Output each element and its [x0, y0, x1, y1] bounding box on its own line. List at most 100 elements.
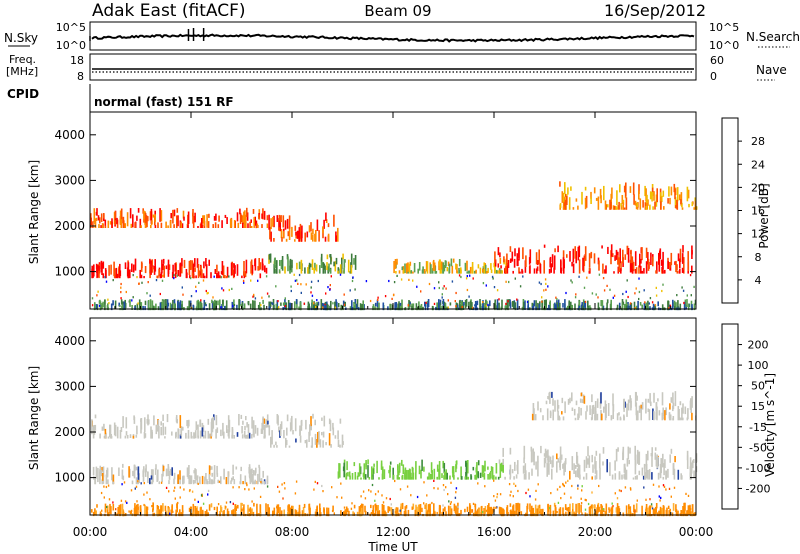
noise-cell	[510, 490, 512, 493]
data-cell	[511, 511, 513, 517]
data-cell	[401, 474, 404, 480]
data-cell	[494, 259, 497, 267]
data-cell	[172, 209, 174, 224]
data-cell	[591, 476, 593, 480]
data-cell	[251, 416, 253, 429]
noise-cell	[189, 277, 192, 280]
data-cell	[645, 247, 648, 258]
data-cell	[120, 208, 123, 224]
data-cell	[443, 471, 446, 480]
noise-cell	[329, 288, 331, 291]
data-cell	[601, 505, 603, 517]
data-cell	[393, 261, 395, 274]
data-cell	[199, 303, 201, 308]
data-cell	[625, 469, 628, 480]
data-cell	[673, 183, 676, 193]
data-cell	[616, 304, 619, 309]
data-cell	[436, 302, 438, 310]
data-cell	[328, 263, 330, 272]
data-cell	[305, 419, 307, 430]
y-tick-label: 2000	[54, 425, 85, 439]
data-cell	[250, 261, 252, 274]
data-cell	[324, 303, 326, 311]
noise-cell	[244, 488, 246, 491]
data-cell	[658, 258, 661, 272]
noise-cell	[277, 485, 279, 488]
data-cell	[158, 426, 160, 439]
data-cell	[296, 262, 298, 270]
colorbar-tick-label: -15	[749, 421, 767, 434]
noise-cell	[149, 294, 151, 297]
data-cell	[612, 405, 614, 419]
data-cell	[221, 261, 224, 276]
data-cell	[626, 245, 629, 254]
data-cell	[262, 299, 264, 304]
noise-cell	[305, 283, 307, 286]
data-cell	[671, 512, 674, 517]
data-cell	[565, 193, 567, 197]
data-cell	[252, 473, 254, 485]
data-cell	[546, 463, 548, 477]
data-cell	[677, 469, 680, 480]
data-cell	[667, 300, 669, 311]
noise-cell	[336, 496, 338, 499]
y-tick-label: 3000	[54, 173, 85, 187]
data-cell	[159, 302, 162, 311]
data-cell	[319, 439, 322, 448]
noise-cell	[581, 489, 583, 492]
data-cell	[116, 426, 119, 439]
data-cell	[263, 304, 265, 311]
data-cell	[516, 253, 519, 266]
data-cell	[398, 477, 400, 480]
data-cell	[669, 262, 671, 268]
data-cell	[595, 197, 598, 201]
data-cell	[280, 510, 283, 517]
data-cell	[418, 262, 421, 271]
data-cell	[151, 300, 154, 311]
data-cell	[625, 305, 628, 311]
data-cell	[224, 275, 226, 279]
noise-cell	[352, 276, 354, 279]
data-cell	[569, 470, 571, 480]
noise-cell	[136, 276, 138, 279]
data-cell	[431, 470, 433, 480]
data-cell	[405, 469, 408, 480]
data-cell	[159, 273, 162, 279]
data-cell	[500, 265, 502, 269]
data-cell	[562, 416, 565, 421]
noise-cell	[629, 302, 632, 305]
data-cell	[527, 305, 529, 311]
data-cell	[690, 511, 692, 517]
noise-cell	[242, 279, 245, 282]
data-cell	[634, 445, 636, 460]
noise-cell	[183, 488, 185, 491]
data-cell	[206, 509, 208, 517]
freq-tick-bottom: 8	[77, 70, 84, 83]
data-cell	[626, 305, 629, 309]
data-cell	[223, 510, 225, 517]
data-cell	[635, 392, 637, 398]
data-cell	[646, 202, 648, 210]
data-cell	[511, 301, 514, 307]
data-cell	[341, 444, 344, 448]
data-cell	[559, 446, 562, 458]
noise-cell	[121, 483, 123, 486]
data-cell	[668, 412, 671, 419]
noise-cell	[492, 277, 494, 280]
data-cell	[326, 254, 329, 260]
data-cell	[219, 511, 221, 516]
data-cell	[417, 504, 420, 513]
noise-cell	[174, 497, 176, 500]
data-cell	[499, 252, 501, 258]
data-cell	[125, 431, 128, 436]
data-cell	[564, 504, 567, 511]
data-cell	[98, 268, 100, 279]
noise-cell	[442, 484, 445, 487]
data-cell	[143, 276, 145, 279]
data-cell	[438, 504, 441, 517]
data-cell	[222, 422, 224, 436]
data-cell	[273, 263, 275, 274]
data-cell	[498, 302, 500, 311]
data-cell	[320, 302, 323, 308]
data-cell	[522, 302, 525, 310]
